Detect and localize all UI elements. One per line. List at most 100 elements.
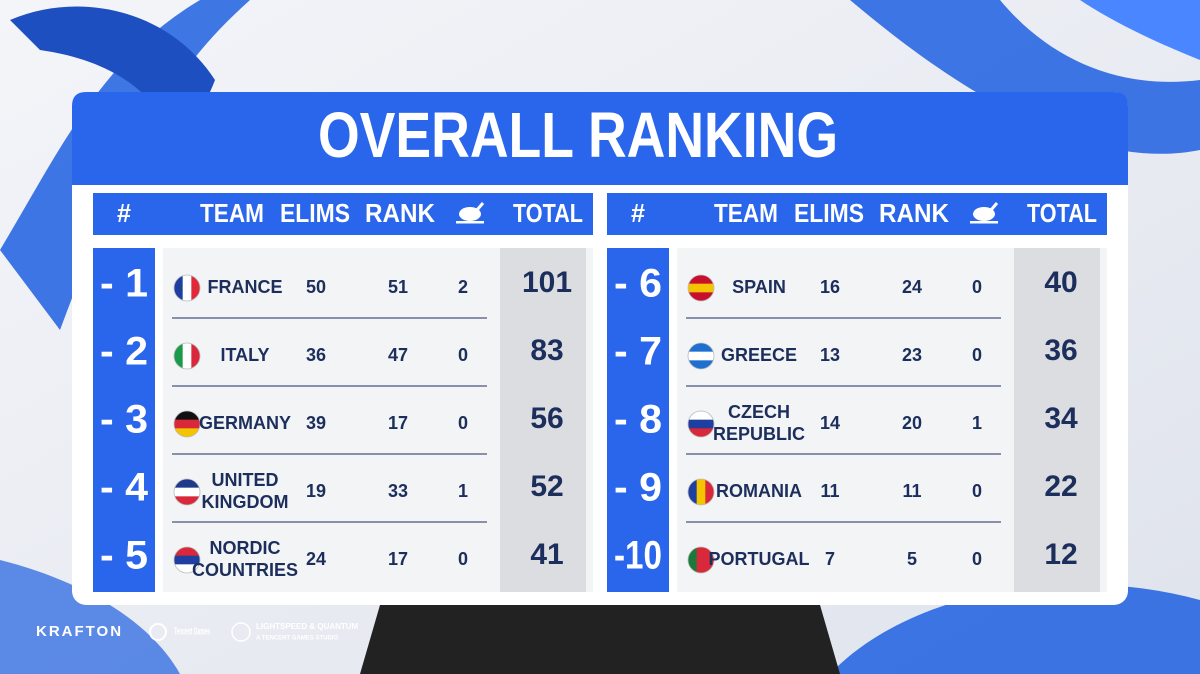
cell-total: 41 — [530, 538, 563, 571]
lightspeed-icon — [231, 622, 251, 642]
cell-chicken: 1 — [458, 481, 468, 501]
cell-chicken: 0 — [972, 277, 982, 297]
cell-rank: 33 — [388, 481, 408, 501]
flag-stripe — [174, 479, 200, 489]
flag — [174, 343, 200, 369]
team-name: GREECE — [721, 345, 797, 365]
flag-stripe — [688, 292, 714, 301]
cell-rank: 5 — [907, 549, 917, 569]
cell-elims: 24 — [306, 549, 326, 569]
dark-shape — [360, 605, 840, 674]
flag-border — [687, 342, 715, 370]
cell-chicken: 0 — [972, 481, 982, 501]
flag-border — [687, 410, 715, 438]
flag-border — [173, 546, 201, 574]
total-column — [500, 248, 586, 592]
krafton-logo: KRAFTON — [36, 623, 123, 640]
flag — [688, 479, 714, 505]
total-column — [1014, 248, 1100, 592]
column-header: # — [117, 198, 132, 228]
flag — [174, 547, 200, 573]
team-name: KINGDOM — [202, 492, 289, 512]
flag — [688, 343, 714, 369]
swirl — [0, 560, 180, 674]
cell-chicken: 1 — [972, 413, 982, 433]
flag — [174, 479, 200, 505]
flag-stripe — [688, 343, 714, 353]
chicken-leg — [475, 202, 485, 211]
cell-chicken: 0 — [458, 413, 468, 433]
flag-stripe — [174, 496, 200, 505]
chicken-icon — [973, 207, 995, 221]
flag-stripe — [688, 351, 714, 361]
cell-rank: 17 — [388, 549, 408, 569]
position-column — [93, 248, 155, 592]
flag-stripe — [688, 547, 698, 573]
flag-stripe — [182, 343, 192, 369]
cell-total: 22 — [1044, 470, 1077, 503]
position: - 6 — [614, 262, 662, 306]
cell-total: 101 — [522, 266, 572, 299]
lightspeed-sub: A TENCENT GAMES STUDIO — [256, 636, 338, 642]
cell-total: 52 — [530, 470, 563, 503]
cell-rank: 20 — [902, 413, 922, 433]
cell-elims: 14 — [820, 413, 840, 433]
chicken-plate — [970, 221, 998, 224]
chicken-plate — [456, 221, 484, 224]
cell-rank: 11 — [902, 481, 921, 501]
flag — [174, 411, 200, 437]
position: - 3 — [100, 398, 148, 442]
flag-border — [687, 478, 715, 506]
flag — [688, 275, 714, 301]
flag-border — [687, 546, 715, 574]
position: - 7 — [614, 330, 662, 374]
flag-stripe — [705, 547, 714, 573]
flag — [688, 547, 714, 573]
chicken-icon — [459, 207, 481, 221]
position: - 1 — [100, 262, 148, 306]
column-header: TOTAL — [513, 198, 583, 228]
cell-chicken: 0 — [458, 345, 468, 365]
title: OVERALL RANKING — [318, 99, 838, 171]
title-band — [72, 92, 1128, 185]
cell-elims: 13 — [820, 345, 840, 365]
flag-border — [173, 410, 201, 438]
flag-stripe — [688, 428, 714, 437]
cell-rank: 51 — [388, 277, 408, 297]
column-header: ELIMS — [280, 198, 350, 228]
flag-stripe — [688, 411, 714, 421]
cell-chicken: 2 — [458, 277, 468, 297]
position: - 4 — [100, 466, 149, 510]
cell-elims: 39 — [306, 413, 326, 433]
cell-elims: 36 — [306, 345, 326, 365]
header-bar — [607, 193, 1107, 235]
flag-border — [173, 478, 201, 506]
tencent-logo: Tencent Games — [174, 627, 210, 638]
swirl — [1080, 0, 1200, 60]
flag — [688, 411, 714, 437]
footer: KRAFTON Tencent Games LIGHTSPEED & QUANT… — [36, 622, 359, 642]
flag-stripe — [174, 411, 200, 421]
flag-stripe — [688, 275, 714, 285]
position: - 5 — [100, 534, 148, 578]
column-header: TEAM — [714, 198, 778, 228]
flag-stripe — [174, 343, 184, 369]
flag-stripe — [174, 275, 184, 301]
cell-rank: 17 — [388, 413, 408, 433]
cell-chicken: 0 — [458, 549, 468, 569]
cell-elims: 19 — [306, 481, 326, 501]
position: -10 — [614, 534, 662, 578]
flag-stripe — [174, 419, 200, 429]
flag-stripe — [174, 547, 200, 557]
column-header: TOTAL — [1027, 198, 1097, 228]
column-header: ELIMS — [794, 198, 864, 228]
flag-stripe — [688, 283, 714, 293]
column-header: RANK — [365, 198, 435, 228]
team-name: ROMANIA — [716, 481, 802, 501]
cell-chicken: 0 — [972, 345, 982, 365]
column-header: # — [631, 198, 646, 228]
team-name: COUNTRIES — [192, 560, 298, 580]
flag-stripe — [182, 275, 192, 301]
